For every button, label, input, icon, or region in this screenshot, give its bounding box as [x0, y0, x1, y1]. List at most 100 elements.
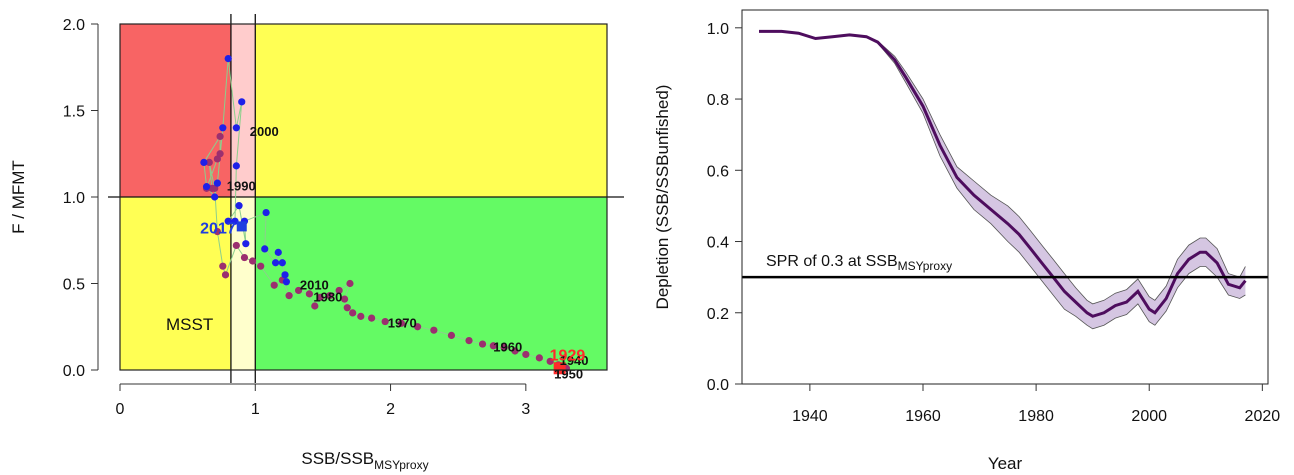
depletion-y-tick-label: 0.4: [707, 235, 729, 252]
kobe-point-late-20: [282, 278, 290, 286]
depletion-y-tick-label: 1.0: [707, 21, 729, 38]
depletion-y-tick-label: 0.8: [707, 92, 729, 109]
depletion-plot: SPR of 0.3 at SSBMSYproxy 1940 1960 1980 20…: [653, 9, 1280, 473]
year-label-1990: 1990: [227, 178, 256, 193]
kobe-point-early-35: [221, 271, 230, 279]
first-year-marker: [553, 362, 566, 375]
kobe-point-early-25: [311, 302, 319, 310]
kobe-x-tick-label: 1: [251, 401, 260, 418]
year-label-1970: 1970: [388, 316, 417, 331]
zone-healthy-overfishing: [255, 24, 607, 197]
msst-label: MSST: [166, 315, 213, 334]
kobe-point-early-30: [270, 281, 278, 289]
kobe-point-early-12: [430, 326, 438, 334]
kobe-point-late-4: [219, 124, 227, 132]
year-label-2010: 2010: [300, 278, 329, 293]
kobe-point-early-19: [343, 304, 351, 312]
kobe-point-late-14: [262, 208, 270, 217]
kobe-x-axis-label: SSB/SSBMSYproxy: [301, 449, 428, 472]
year-label-1950: 1950: [554, 366, 583, 381]
kobe-x-tick-label: 3: [521, 401, 530, 418]
depletion-x-axis-label: Year: [988, 454, 1023, 473]
kobe-point-early-18: [349, 309, 357, 317]
kobe-x-axis-label-main: SSB/SSB: [301, 449, 374, 468]
last-year-label: 2017: [200, 220, 236, 237]
kobe-point-early-34: [232, 241, 240, 250]
kobe-x-tick-label: 0: [116, 401, 125, 418]
depletion-x-tick-label: 2000: [1131, 408, 1167, 425]
kobe-zones: [120, 24, 607, 370]
kobe-point-early-7: [500, 343, 508, 352]
kobe-point-late-19: [281, 271, 289, 279]
depletion-y-tick-label: 0.6: [707, 163, 729, 180]
kobe-point-late-17: [274, 248, 282, 256]
kobe-point-early-26: [305, 290, 313, 298]
zone-overfished-no-overfishing: [120, 197, 231, 370]
kobe-point-early-3: [546, 357, 554, 365]
kobe-point-late-3: [213, 179, 221, 187]
kobe-point-early-28: [285, 292, 293, 300]
kobe-point-early-22: [335, 286, 343, 295]
year-label-1980: 1980: [313, 290, 342, 305]
spr-reference-label: SPR of 0.3 at SSBMSYproxy: [766, 253, 952, 273]
depletion-y-axis-label: Depletion (SSB/SSBunfished): [653, 85, 672, 310]
kobe-y-tick-label: 0.0: [63, 363, 85, 380]
kobe-point-early-39: [205, 158, 213, 166]
kobe-point-late-10: [224, 217, 232, 225]
kobe-point-early-11: [447, 331, 456, 339]
kobe-point-late-11: [235, 202, 243, 210]
kobe-point-early-21: [346, 279, 354, 288]
spr-reference-label-main: SPR of 0.3 at SSB: [766, 253, 898, 270]
kobe-y-tick-label: 1.5: [63, 104, 85, 121]
kobe-y-tick-label: 1.0: [63, 190, 85, 207]
kobe-point-early-27: [294, 286, 303, 295]
kobe-point-early-36: [219, 262, 227, 270]
kobe-point-early-32: [248, 257, 257, 265]
kobe-point-early-17: [357, 312, 365, 320]
zone-overfished-overfishing: [120, 24, 231, 197]
kobe-point-late-2: [211, 193, 219, 201]
zone-healthy: [255, 197, 607, 370]
kobe-point-late-6: [232, 124, 240, 132]
kobe-point-early-24: [316, 293, 324, 301]
kobe-point-late-16: [271, 259, 280, 267]
kobe-point-late-15: [261, 245, 269, 253]
kobe-point-late-12: [242, 240, 250, 248]
kobe-point-early-15: [381, 317, 389, 326]
year-label-1940: 1940: [560, 353, 589, 368]
kobe-point-early-10: [465, 336, 473, 345]
kobe-point-late-0: [200, 158, 208, 166]
kobe-y-axis-label: F / MFMT: [9, 160, 28, 234]
depletion-x-tick-label: 1960: [905, 408, 941, 425]
kobe-point-early-4: [535, 354, 543, 362]
kobe-point-early-37: [213, 228, 221, 236]
kobe-x-axis-label-sub: MSYproxy: [374, 458, 428, 472]
kobe-reference-lines: [108, 14, 624, 383]
kobe-point-late-18: [278, 259, 286, 267]
kobe-point-early-40: [208, 184, 216, 192]
kobe-plot-frame: [119, 23, 608, 371]
kobe-y-tick-label: 0.5: [63, 277, 85, 294]
depletion-y-tick-label: 0.0: [707, 377, 729, 394]
depletion-y-tick-label: 0.2: [707, 306, 729, 323]
kobe-point-early-23: [326, 292, 334, 300]
kobe-point-early-6: [511, 347, 519, 355]
kobe-x-tick-label: 2: [386, 401, 395, 418]
year-label-2000: 2000: [250, 124, 279, 139]
kobe-point-late-8: [232, 162, 240, 170]
depletion-x-tick-label: 1940: [792, 408, 828, 425]
depletion-x-tick-label: 1980: [1018, 408, 1054, 425]
kobe-point-early-43: [216, 150, 224, 158]
kobe-point-early-33: [240, 253, 249, 262]
kobe-y-tick-label: 2.0: [63, 17, 85, 34]
kobe-axes: 0 1 2 3 0.0 0.5 1.0 1.5 2.0: [63, 17, 531, 418]
kobe-point-early-44: [216, 132, 224, 141]
last-year-marker: [236, 221, 247, 232]
kobe-points: [200, 55, 571, 375]
kobe-point-early-14: [397, 319, 405, 327]
spr-reference-label-sub: MSYproxy: [898, 259, 952, 273]
kobe-point-early-16: [368, 314, 376, 322]
first-year-label: 1929: [550, 347, 586, 364]
